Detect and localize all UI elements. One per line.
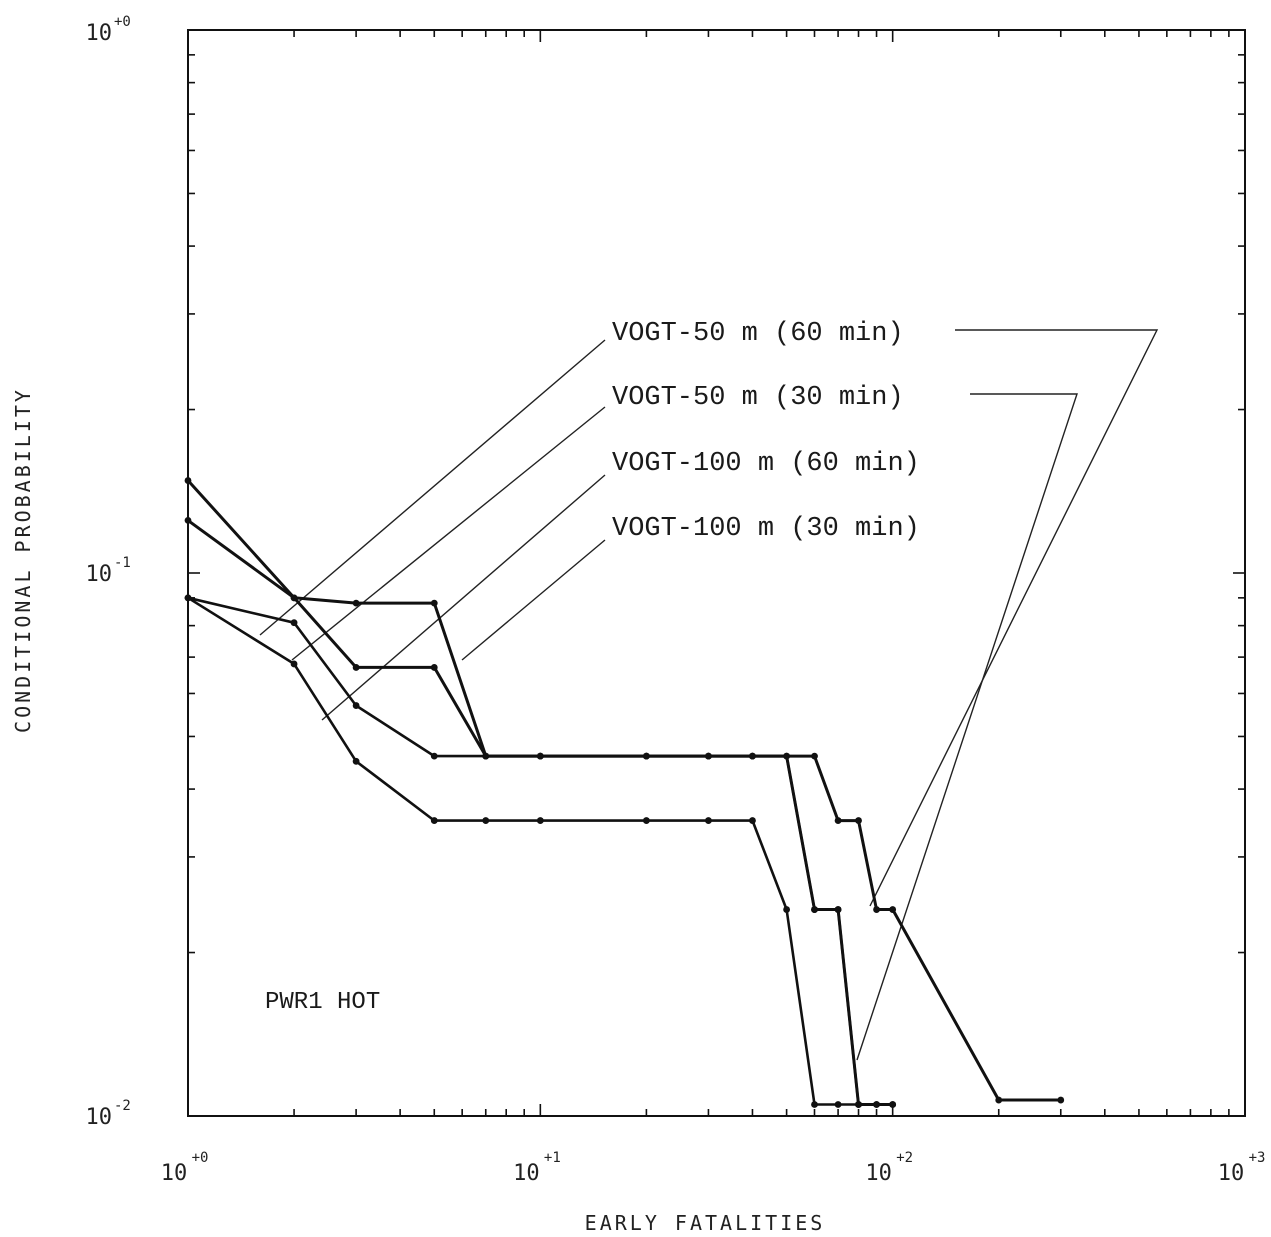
x-tick-exponent: +2 xyxy=(896,1150,913,1166)
x-tick-label: 10 xyxy=(865,1161,892,1186)
data-point xyxy=(290,660,298,668)
data-point xyxy=(352,702,360,709)
data-point xyxy=(811,1101,818,1108)
data-point xyxy=(290,619,298,627)
data-point xyxy=(855,817,862,824)
data-point xyxy=(995,1096,1003,1104)
data-point xyxy=(536,817,544,824)
data-point xyxy=(482,817,490,824)
data-point xyxy=(749,817,756,824)
data-point xyxy=(482,752,490,760)
data-point xyxy=(855,1101,862,1108)
data-point xyxy=(352,664,360,671)
y-tick-exponent: +0 xyxy=(114,14,131,30)
y-tick-exponent: -2 xyxy=(114,1098,131,1114)
x-tick-exponent: +1 xyxy=(544,1150,561,1166)
data-point xyxy=(705,817,712,824)
annotation-pwr1-hot: PWR1 HOT xyxy=(265,989,380,1016)
legend-label-1: VOGT-50 m (60 min) xyxy=(612,319,904,349)
leader-line-5 xyxy=(321,474,606,721)
data-point xyxy=(642,817,650,824)
data-point xyxy=(705,752,712,760)
data-point xyxy=(430,599,438,607)
data-point xyxy=(889,906,897,913)
data-point xyxy=(1057,1096,1065,1104)
data-point xyxy=(290,594,298,602)
data-point xyxy=(184,516,192,524)
leader-lines xyxy=(259,329,1159,1061)
data-point xyxy=(783,906,791,913)
series-line-3 xyxy=(187,596,893,1106)
data-point xyxy=(430,752,438,760)
x-axis-title: EARLY FATALITIES xyxy=(585,1211,826,1235)
data-point xyxy=(873,906,880,913)
data-point xyxy=(352,757,360,765)
data-point xyxy=(873,1101,880,1108)
y-tick-label: 10 xyxy=(86,1105,113,1130)
legend: VOGT-50 m (60 min) VOGT-50 m (30 min) VO… xyxy=(612,319,920,544)
tick-labels: 10+010+110+210+310-210-110+0 xyxy=(86,14,1266,1186)
legend-label-3: VOGT-100 m (60 min) xyxy=(612,449,920,479)
legend-label-4: VOGT-100 m (30 min) xyxy=(612,514,920,544)
data-point xyxy=(811,752,818,760)
minor-ticks xyxy=(188,30,1245,1116)
data-point xyxy=(184,594,192,602)
series-group xyxy=(184,477,1065,1108)
data-point xyxy=(889,1101,897,1108)
leader-line-6 xyxy=(461,539,606,661)
leader-line-4 xyxy=(291,406,606,661)
x-tick-label: 10 xyxy=(161,1161,188,1186)
data-point xyxy=(430,664,438,671)
plot-frame xyxy=(187,29,1246,1117)
y-tick-exponent: -1 xyxy=(114,555,131,571)
data-point xyxy=(749,752,756,760)
data-point xyxy=(352,599,360,607)
data-point xyxy=(834,817,842,824)
leader-line-3 xyxy=(259,339,606,636)
y-tick-label: 10 xyxy=(86,562,113,587)
y-tick-label: 10 xyxy=(86,21,113,46)
x-tick-exponent: +3 xyxy=(1249,1150,1266,1166)
data-point xyxy=(783,752,791,760)
data-point xyxy=(536,752,544,760)
x-tick-exponent: +0 xyxy=(192,1150,209,1166)
series-line-2 xyxy=(187,519,893,1106)
leader-line-1 xyxy=(869,329,1159,907)
series-line-4 xyxy=(187,596,859,1106)
x-tick-label: 10 xyxy=(513,1161,540,1186)
data-point xyxy=(430,817,438,824)
x-tick-label: 10 xyxy=(1218,1161,1245,1186)
data-point xyxy=(642,752,650,760)
y-axis-title: CONDITIONAL PROBABILITY xyxy=(11,387,35,733)
data-point xyxy=(834,1101,842,1108)
data-point xyxy=(184,477,192,484)
leader-line-2 xyxy=(856,393,1078,1061)
data-point xyxy=(834,906,842,913)
legend-label-2: VOGT-50 m (30 min) xyxy=(612,383,904,413)
data-point xyxy=(811,906,818,913)
